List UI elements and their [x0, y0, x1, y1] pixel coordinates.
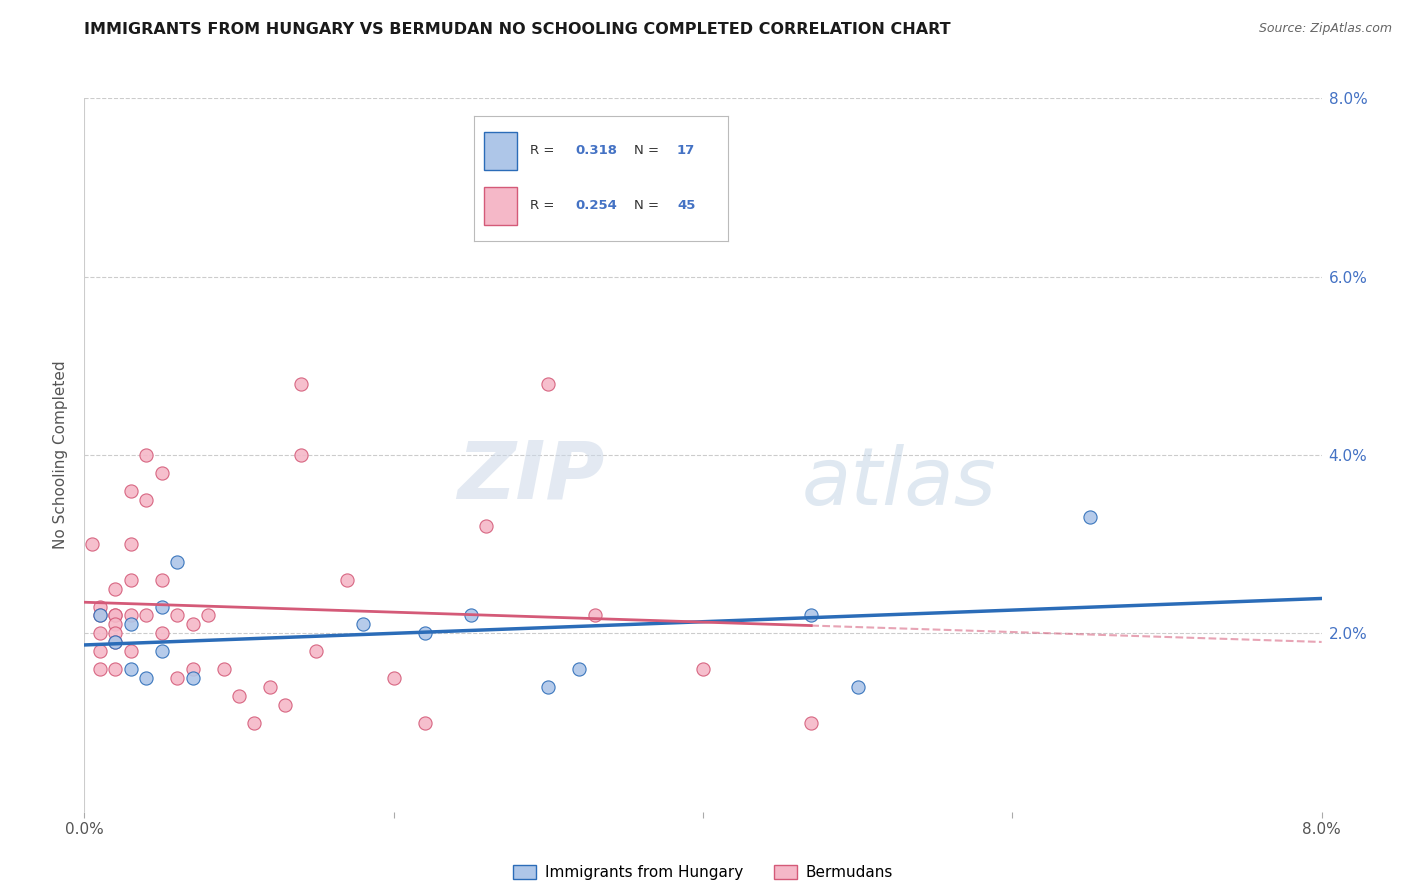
Legend: Immigrants from Hungary, Bermudans: Immigrants from Hungary, Bermudans [506, 859, 900, 886]
Point [692, 662, 714, 676]
Point [537, 680, 560, 694]
Point [181, 617, 204, 632]
Point [135, 608, 157, 623]
Point [274, 698, 297, 712]
Point [89, 599, 111, 614]
Y-axis label: No Schooling Completed: No Schooling Completed [53, 360, 69, 549]
Point [104, 608, 127, 623]
Point [150, 573, 173, 587]
Point [150, 466, 173, 480]
Point [104, 617, 127, 632]
Point [150, 626, 173, 640]
Point [104, 608, 127, 623]
Point [120, 617, 142, 632]
Point [475, 519, 498, 533]
Text: Source: ZipAtlas.com: Source: ZipAtlas.com [1258, 22, 1392, 36]
Point [120, 662, 142, 676]
Point [800, 608, 823, 623]
Point [800, 715, 823, 730]
Point [89, 644, 111, 658]
Point [89, 608, 111, 623]
Point [104, 626, 127, 640]
Point [352, 617, 374, 632]
Point [104, 582, 127, 596]
Text: ZIP: ZIP [457, 437, 605, 516]
Point [583, 608, 606, 623]
Text: IMMIGRANTS FROM HUNGARY VS BERMUDAN NO SCHOOLING COMPLETED CORRELATION CHART: IMMIGRANTS FROM HUNGARY VS BERMUDAN NO S… [84, 22, 950, 37]
Point [413, 715, 436, 730]
Point [104, 662, 127, 676]
Point [166, 608, 188, 623]
Point [120, 537, 142, 551]
Point [212, 662, 235, 676]
Point [135, 448, 157, 462]
Point [197, 608, 219, 623]
Point [89, 626, 111, 640]
Point [135, 492, 157, 507]
Point [382, 671, 405, 685]
Point [846, 680, 869, 694]
Point [1078, 510, 1101, 524]
Point [150, 644, 173, 658]
Point [104, 635, 127, 649]
Point [166, 671, 188, 685]
Point [120, 573, 142, 587]
Point [181, 662, 204, 676]
Point [568, 662, 591, 676]
Point [104, 635, 127, 649]
Point [413, 626, 436, 640]
Point [259, 680, 281, 694]
Point [537, 376, 560, 391]
Point [336, 573, 359, 587]
Point [89, 662, 111, 676]
Point [460, 608, 482, 623]
Point [290, 448, 312, 462]
Point [120, 608, 142, 623]
Point [135, 671, 157, 685]
Point [228, 689, 250, 703]
Point [166, 555, 188, 569]
Point [243, 715, 266, 730]
Point [150, 599, 173, 614]
Point [89, 608, 111, 623]
Point [181, 671, 204, 685]
Point [290, 376, 312, 391]
Text: atlas: atlas [801, 444, 997, 523]
Point [82, 537, 104, 551]
Point [305, 644, 328, 658]
Point [120, 644, 142, 658]
Point [120, 483, 142, 498]
